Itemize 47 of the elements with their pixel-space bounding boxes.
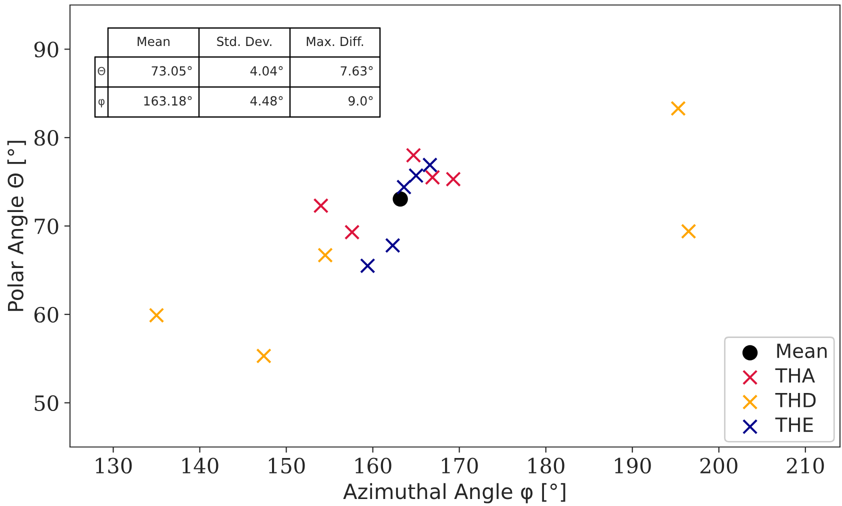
y-axis-title: Polar Angle Θ [°] bbox=[7, 140, 28, 311]
annotation: 4.48° bbox=[250, 96, 283, 106]
annotation: φ bbox=[98, 98, 105, 108]
legend-label: THE bbox=[775, 418, 813, 432]
point bbox=[396, 179, 412, 195]
annotation: 4.04° bbox=[250, 66, 283, 76]
x-tick-label: 210 bbox=[786, 458, 824, 474]
point bbox=[670, 100, 686, 116]
y-tick-label: 50 bbox=[34, 395, 58, 412]
point bbox=[446, 172, 461, 187]
annotation: 7.63° bbox=[340, 66, 373, 76]
legend-label: THD bbox=[775, 392, 816, 408]
x-tick-label: 160 bbox=[355, 458, 392, 474]
x-tick-label: 140 bbox=[182, 458, 218, 474]
annotation: Θ bbox=[98, 66, 106, 76]
point bbox=[422, 157, 438, 173]
point bbox=[406, 148, 422, 163]
annotation: 9.0° bbox=[348, 96, 373, 106]
point bbox=[385, 238, 400, 254]
annotation: Std. Dev. bbox=[217, 36, 272, 46]
annotation: 163.18° bbox=[144, 96, 192, 106]
point bbox=[424, 170, 440, 186]
legend-label: THA bbox=[775, 368, 815, 383]
legend-label: Mean bbox=[777, 344, 827, 358]
y-tick-label: 70 bbox=[34, 218, 58, 234]
point bbox=[148, 308, 164, 323]
annotation: Mean bbox=[138, 36, 170, 46]
point bbox=[392, 191, 408, 207]
x-tick-label: 190 bbox=[615, 458, 651, 474]
point bbox=[680, 224, 696, 239]
point bbox=[313, 198, 329, 214]
point bbox=[318, 248, 333, 263]
annotation: Max. Diff. bbox=[306, 36, 364, 46]
annotation: 73.05° bbox=[152, 66, 192, 76]
x-tick-label: 180 bbox=[528, 458, 564, 474]
point bbox=[360, 258, 376, 274]
y-tick-label: 60 bbox=[34, 306, 58, 323]
point bbox=[344, 224, 360, 240]
x-axis-title: Azimuthal Angle φ [°] bbox=[343, 483, 566, 504]
x-tick-label: 170 bbox=[442, 458, 478, 474]
x-tick-label: 130 bbox=[96, 458, 132, 474]
point bbox=[408, 168, 424, 184]
x-tick-label: 150 bbox=[268, 458, 305, 474]
y-tick-label: 80 bbox=[34, 130, 58, 146]
x-tick-label: 200 bbox=[700, 458, 738, 474]
point bbox=[256, 348, 272, 364]
y-tick-label: 90 bbox=[34, 42, 58, 58]
